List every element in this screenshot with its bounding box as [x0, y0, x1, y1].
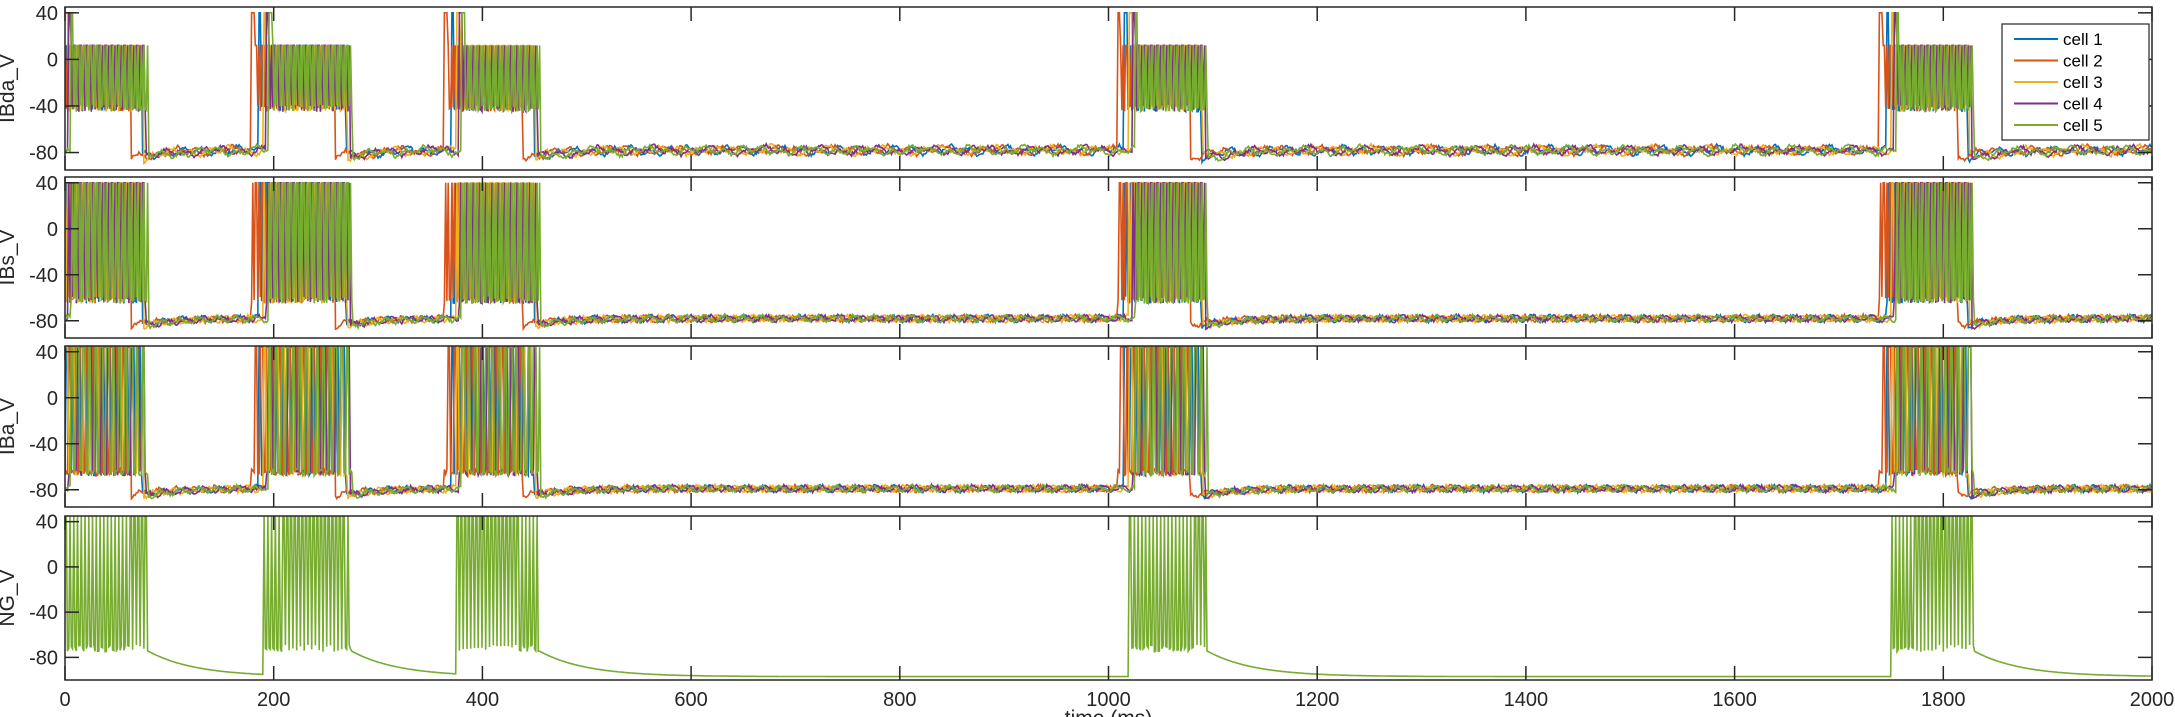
- axes-box: [64, 515, 2153, 681]
- legend-entry: cell 5: [2063, 116, 2103, 135]
- y-tick-label: -80: [29, 647, 58, 669]
- panel-IBa_V: 40 0 -40 -80 IBa_V: [0, 342, 2153, 508]
- x-tick-label: 0: [59, 689, 70, 711]
- y-tick-label: -40: [29, 96, 58, 118]
- legend-entry: cell 2: [2063, 52, 2103, 71]
- y-axis-label: NG_V: [0, 569, 19, 626]
- series-line-cell-5: [65, 516, 2152, 678]
- x-tick-label: 1800: [1921, 689, 1966, 711]
- axes-box: [64, 345, 2153, 508]
- x-tick-label: 1400: [1504, 689, 1549, 711]
- legend-entry: cell 3: [2063, 73, 2103, 92]
- panel-IBs_V: 40 0 -40 -80 IBs_V: [0, 173, 2153, 339]
- y-axis-label: IBda_V: [0, 54, 19, 123]
- series-line-cell-2: [65, 12, 2152, 163]
- y-tick-label: 0: [47, 49, 58, 71]
- y-tick-label: -40: [29, 265, 58, 287]
- y-tick-label: -80: [29, 143, 58, 165]
- x-axis-label: time (ms): [1065, 707, 1153, 717]
- y-tick-label: -80: [29, 311, 58, 333]
- y-tick-label: 40: [36, 342, 58, 364]
- series-group: [65, 182, 2152, 332]
- panel-IBda_V: 40 0 -40 -80 IBda_V: [0, 3, 2153, 171]
- axes-box: [64, 176, 2153, 339]
- series-line-cell-4: [65, 182, 2152, 331]
- y-tick-label: -40: [29, 434, 58, 456]
- x-tick-label: 1200: [1295, 689, 1340, 711]
- series-group: [65, 12, 2152, 165]
- series-line-cell-5: [65, 346, 2152, 500]
- y-tick-label: 40: [36, 173, 58, 195]
- x-tick-label: 2000: [2130, 689, 2175, 711]
- y-tick-label: 0: [47, 557, 58, 579]
- series-line-cell-2: [65, 346, 2152, 501]
- series-group: [65, 516, 2152, 678]
- series-line-cell-4: [65, 12, 2152, 162]
- series-line-cell-3: [65, 182, 2152, 330]
- y-tick-label: -40: [29, 602, 58, 624]
- panel-NG_V: 400-40-800 200 400 600 800 1000 1200 1400 1600 18…: [0, 512, 2174, 711]
- y-tick-label: 40: [36, 512, 58, 534]
- x-tick-label: 200: [257, 689, 290, 711]
- y-axis-label: IBs_V: [0, 229, 19, 285]
- y-axis-label: IBa_V: [0, 398, 19, 455]
- legend-entry: cell 4: [2063, 95, 2103, 114]
- legend-entry: cell 1: [2063, 30, 2103, 49]
- series-line-cell-2: [65, 182, 2152, 332]
- panels: 400-40-80IBda_V400-40-80IBs_V400-40-80IB…: [0, 3, 2174, 711]
- series-line-cell-3: [65, 346, 2152, 500]
- series-group: [65, 346, 2152, 501]
- y-tick-label: -80: [29, 480, 58, 502]
- series-line-cell-1: [65, 182, 2152, 329]
- series-line-cell-1: [65, 346, 2152, 501]
- x-tick-label: 400: [466, 689, 499, 711]
- x-tick-label: 1600: [1712, 689, 1757, 711]
- series-line-cell-4: [65, 346, 2152, 500]
- y-tick-label: 0: [47, 219, 58, 241]
- x-tick-label: 1000: [1086, 689, 1131, 711]
- series-line-cell-5: [65, 182, 2152, 331]
- y-tick-label: 0: [47, 388, 58, 410]
- legend: cell 1 cell 2 cell 3 cell 4 cell 5: [2001, 23, 2150, 141]
- series-line-cell-1: [65, 12, 2152, 165]
- x-tick-label: 600: [674, 689, 707, 711]
- y-tick-label: 40: [36, 3, 58, 25]
- series-line-cell-3: [65, 12, 2152, 165]
- series-line-cell-5: [65, 12, 2152, 162]
- x-tick-label: 800: [883, 689, 916, 711]
